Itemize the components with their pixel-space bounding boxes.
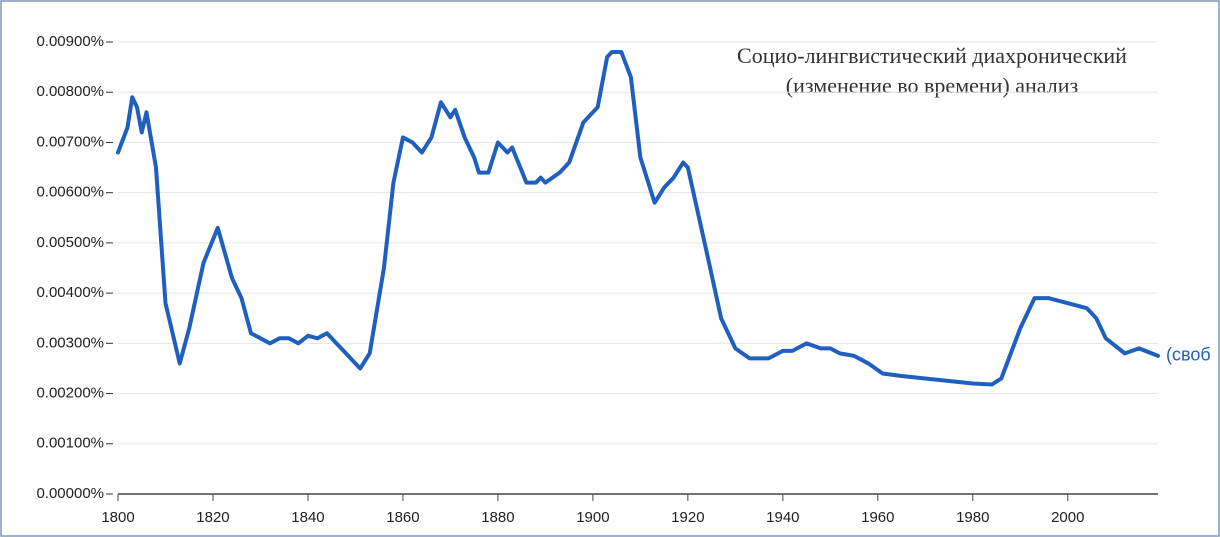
y-tick-label: 0.00300% bbox=[36, 334, 104, 351]
y-tick-label: 0.00700% bbox=[36, 133, 104, 150]
x-tick-label: 1860 bbox=[386, 509, 419, 526]
y-tick-label: 0.00900% bbox=[36, 33, 104, 50]
x-tick-label: 1840 bbox=[291, 509, 324, 526]
y-tick-label: 0.00000% bbox=[36, 485, 104, 502]
annotation: (изменение во времени) анализ bbox=[786, 73, 1078, 98]
x-tick-label: 1980 bbox=[956, 509, 989, 526]
x-tick-label: 1800 bbox=[101, 509, 134, 526]
y-tick-label: 0.00100% bbox=[36, 435, 104, 452]
x-tick-label: 2000 bbox=[1051, 509, 1084, 526]
series-line bbox=[116, 50, 1160, 387]
x-tick-label: 1960 bbox=[861, 509, 894, 526]
series-label: (своб bbox=[1166, 345, 1211, 365]
y-tick-label: 0.00800% bbox=[36, 83, 104, 100]
x-tick-label: 1880 bbox=[481, 509, 514, 526]
annotation: Социо-лингвистический диахронический bbox=[737, 43, 1127, 68]
y-tick-label: 0.00400% bbox=[36, 284, 104, 301]
y-tick-label: 0.00200% bbox=[36, 385, 104, 402]
x-tick-label: 1940 bbox=[766, 509, 799, 526]
x-tick-label: 1900 bbox=[576, 509, 609, 526]
y-tick-label: 0.00500% bbox=[36, 234, 104, 251]
x-tick-label: 1920 bbox=[671, 509, 704, 526]
x-tick-label: 1820 bbox=[196, 509, 229, 526]
y-tick-label: 0.00600% bbox=[36, 184, 104, 201]
